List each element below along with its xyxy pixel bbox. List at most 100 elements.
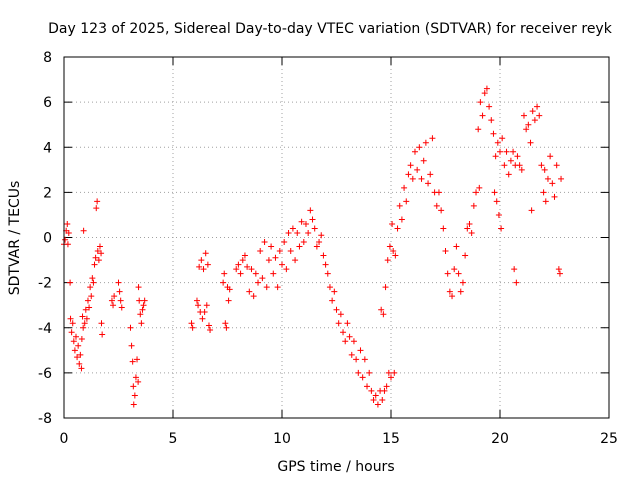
data-point-marker <box>324 270 331 277</box>
data-point-marker <box>95 257 102 264</box>
y-tick-label: -6 <box>38 366 52 382</box>
data-point-marker <box>368 387 375 394</box>
y-tick-label: 8 <box>43 50 52 66</box>
data-point-marker <box>292 257 299 264</box>
data-point-marker <box>418 175 425 182</box>
data-point-marker <box>493 198 500 205</box>
data-point-marker <box>235 261 242 268</box>
data-point-marker <box>98 320 105 327</box>
data-point-marker <box>259 275 266 282</box>
data-point-marker <box>477 99 484 106</box>
data-point-marker <box>226 286 233 293</box>
data-point-marker <box>64 220 71 227</box>
data-point-marker <box>555 266 562 273</box>
data-point-marker <box>135 378 142 385</box>
data-point-marker <box>462 252 469 259</box>
data-point-marker <box>279 261 285 268</box>
data-point-marker <box>244 263 251 270</box>
data-point-marker <box>281 239 288 246</box>
data-point-marker <box>257 248 264 255</box>
data-point-marker <box>270 270 277 277</box>
data-point-marker <box>411 148 418 155</box>
data-point-marker <box>438 207 445 214</box>
data-point-marker <box>444 270 451 277</box>
data-point-marker <box>305 229 312 236</box>
data-point-marker <box>534 103 541 110</box>
data-point-marker <box>320 252 327 259</box>
data-point-marker <box>492 153 499 160</box>
data-point-marker <box>542 198 549 205</box>
data-point-marker <box>357 347 364 354</box>
data-point-marker <box>193 297 200 304</box>
data-point-marker <box>196 263 203 270</box>
data-point-marker <box>403 198 410 205</box>
data-point-marker <box>222 320 229 327</box>
data-point-marker <box>80 227 87 234</box>
data-point-marker <box>497 148 503 155</box>
data-point-marker <box>449 293 456 300</box>
data-point-marker <box>475 126 482 133</box>
data-point-marker <box>77 351 84 358</box>
data-point-marker <box>391 369 398 376</box>
data-point-marker <box>372 392 379 399</box>
data-point-marker <box>422 139 429 146</box>
data-point-marker <box>189 324 196 331</box>
data-point-marker <box>116 288 123 295</box>
data-point-marker <box>433 202 440 209</box>
data-point-marker <box>544 175 551 182</box>
data-point-marker <box>111 293 118 300</box>
data-point-marker <box>476 184 483 191</box>
y-tick-label: -2 <box>38 276 52 292</box>
data-point-marker <box>89 275 96 282</box>
data-point-marker <box>340 329 347 336</box>
data-point-marker <box>488 117 495 124</box>
data-point-marker <box>510 148 517 155</box>
data-point-marker <box>313 243 320 250</box>
data-point-marker <box>486 103 493 110</box>
data-point-marker <box>67 315 74 322</box>
data-point-marker <box>74 354 81 361</box>
data-point-marker <box>64 241 71 248</box>
data-point-marker <box>296 243 303 250</box>
data-point-marker <box>205 322 212 329</box>
data-point-marker <box>505 171 512 178</box>
data-point-marker <box>130 401 137 408</box>
data-point-marker <box>331 288 338 295</box>
data-point-marker <box>198 257 205 264</box>
data-point-marker <box>520 112 527 119</box>
data-point-marker <box>405 171 412 178</box>
data-point-marker <box>379 396 386 403</box>
data-point-marker <box>276 248 283 255</box>
data-point-marker <box>538 162 545 169</box>
data-point-marker <box>385 369 392 376</box>
data-point-marker <box>494 139 501 146</box>
data-point-marker <box>223 324 230 331</box>
data-point-marker <box>429 135 436 142</box>
data-point-marker <box>140 302 147 309</box>
data-point-marker <box>541 166 548 173</box>
data-point-marker <box>384 257 391 264</box>
data-point-marker <box>99 331 106 338</box>
data-point-marker <box>353 356 360 363</box>
data-point-marker <box>71 347 78 354</box>
data-point-marker <box>274 284 281 291</box>
data-point-marker <box>547 153 554 160</box>
data-point-marker <box>346 333 353 340</box>
data-point-marker <box>392 252 399 259</box>
data-point-marker <box>75 342 82 349</box>
data-point-marker <box>302 220 309 227</box>
data-point-marker <box>136 297 143 304</box>
data-point-marker <box>309 216 316 223</box>
data-point-marker <box>252 270 259 277</box>
data-points <box>61 85 565 408</box>
data-point-marker <box>127 324 134 331</box>
data-point-marker <box>499 135 506 142</box>
data-point-marker <box>86 304 93 311</box>
data-point-marker <box>128 342 135 349</box>
data-point-marker <box>407 162 414 169</box>
data-point-marker <box>335 320 342 327</box>
data-point-marker <box>374 401 381 408</box>
data-point-marker <box>322 261 329 268</box>
data-point-marker <box>300 239 307 246</box>
data-point-marker <box>261 239 268 246</box>
